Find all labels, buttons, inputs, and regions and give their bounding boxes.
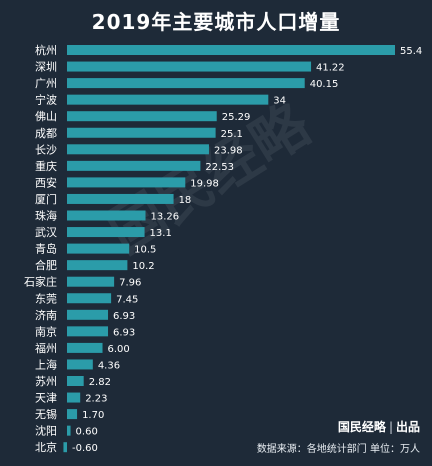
bar (63, 442, 67, 453)
bar (67, 61, 312, 72)
bar (67, 309, 109, 320)
value-label: 25.1 (221, 129, 243, 140)
category-label: 上海 (35, 357, 57, 371)
category-label: 重庆 (35, 159, 57, 173)
value-label: 2.23 (85, 394, 107, 405)
bar (67, 78, 305, 89)
value-label: 13.1 (150, 228, 172, 239)
category-label: 无锡 (35, 407, 57, 421)
bar (67, 342, 103, 353)
bar (67, 111, 217, 122)
bar (67, 127, 216, 138)
category-label: 北京 (35, 440, 57, 454)
bar (67, 210, 146, 221)
category-label: 青岛 (35, 242, 57, 256)
category-label: 佛山 (35, 110, 57, 123)
bar (67, 276, 115, 287)
value-label: 4.36 (98, 360, 120, 371)
value-label: 40.15 (310, 79, 339, 90)
bar (67, 94, 269, 105)
bar (67, 409, 78, 420)
value-label: 13.26 (151, 212, 180, 223)
value-label: 25.29 (222, 112, 251, 123)
value-label: 10.5 (134, 245, 156, 256)
bar (67, 260, 128, 271)
category-label: 合肥 (35, 258, 57, 272)
value-label: 6.93 (113, 311, 135, 322)
chart-title: 2019年主要城市人口增量 (91, 10, 341, 34)
value-label: -0.60 (72, 443, 98, 454)
bar (67, 425, 71, 436)
bar (67, 243, 130, 254)
value-label: 6.93 (113, 327, 135, 338)
category-label: 杭州 (35, 43, 57, 57)
category-label: 成都 (35, 127, 57, 140)
category-label: 苏州 (35, 375, 57, 388)
category-label: 沈阳 (35, 424, 57, 438)
value-label: 6.00 (108, 344, 130, 355)
value-label: 19.98 (190, 178, 219, 189)
category-label: 武汉 (35, 226, 57, 239)
category-label: 南京 (35, 324, 57, 338)
value-label: 7.96 (119, 278, 141, 289)
category-label: 济南 (35, 308, 57, 322)
bar (67, 392, 81, 403)
category-label: 福州 (35, 341, 57, 355)
value-label: 7.45 (116, 294, 138, 305)
brand-credit: 国民经略 | 出品 (338, 418, 420, 435)
value-label: 55.4 (400, 46, 422, 57)
value-label: 0.60 (76, 427, 98, 438)
value-label: 23.98 (214, 145, 243, 156)
value-label: 34 (273, 96, 286, 107)
value-label: 18 (179, 195, 192, 206)
category-label: 天津 (35, 392, 57, 405)
category-label: 深圳 (35, 61, 57, 74)
bar (67, 376, 84, 386)
bar (67, 144, 209, 155)
bar (67, 326, 109, 337)
value-label: 2.82 (89, 377, 111, 388)
bar (67, 359, 93, 370)
bar (67, 293, 112, 304)
category-label: 厦门 (35, 192, 57, 206)
value-label: 22.53 (205, 162, 234, 173)
bar (67, 227, 145, 238)
brand-separator: | (388, 420, 393, 434)
category-label: 石家庄 (24, 275, 57, 289)
value-label: 1.70 (82, 410, 104, 421)
category-label: 宁波 (35, 93, 57, 107)
bar (67, 193, 174, 204)
value-label: 10.2 (132, 261, 154, 272)
category-label: 珠海 (35, 209, 57, 223)
bar (67, 45, 395, 55)
category-label: 广州 (35, 77, 57, 90)
bar (67, 177, 186, 188)
category-label: 东莞 (35, 292, 57, 305)
value-label: 41.22 (316, 63, 345, 74)
category-label: 西安 (35, 175, 57, 189)
bar (67, 160, 201, 171)
brand-name: 国民经略 (337, 420, 386, 434)
brand-suffix: 出品 (395, 420, 420, 434)
data-source-note: 数据来源：各地统计部门 单位：万人 (256, 444, 420, 455)
category-label: 长沙 (35, 143, 57, 156)
